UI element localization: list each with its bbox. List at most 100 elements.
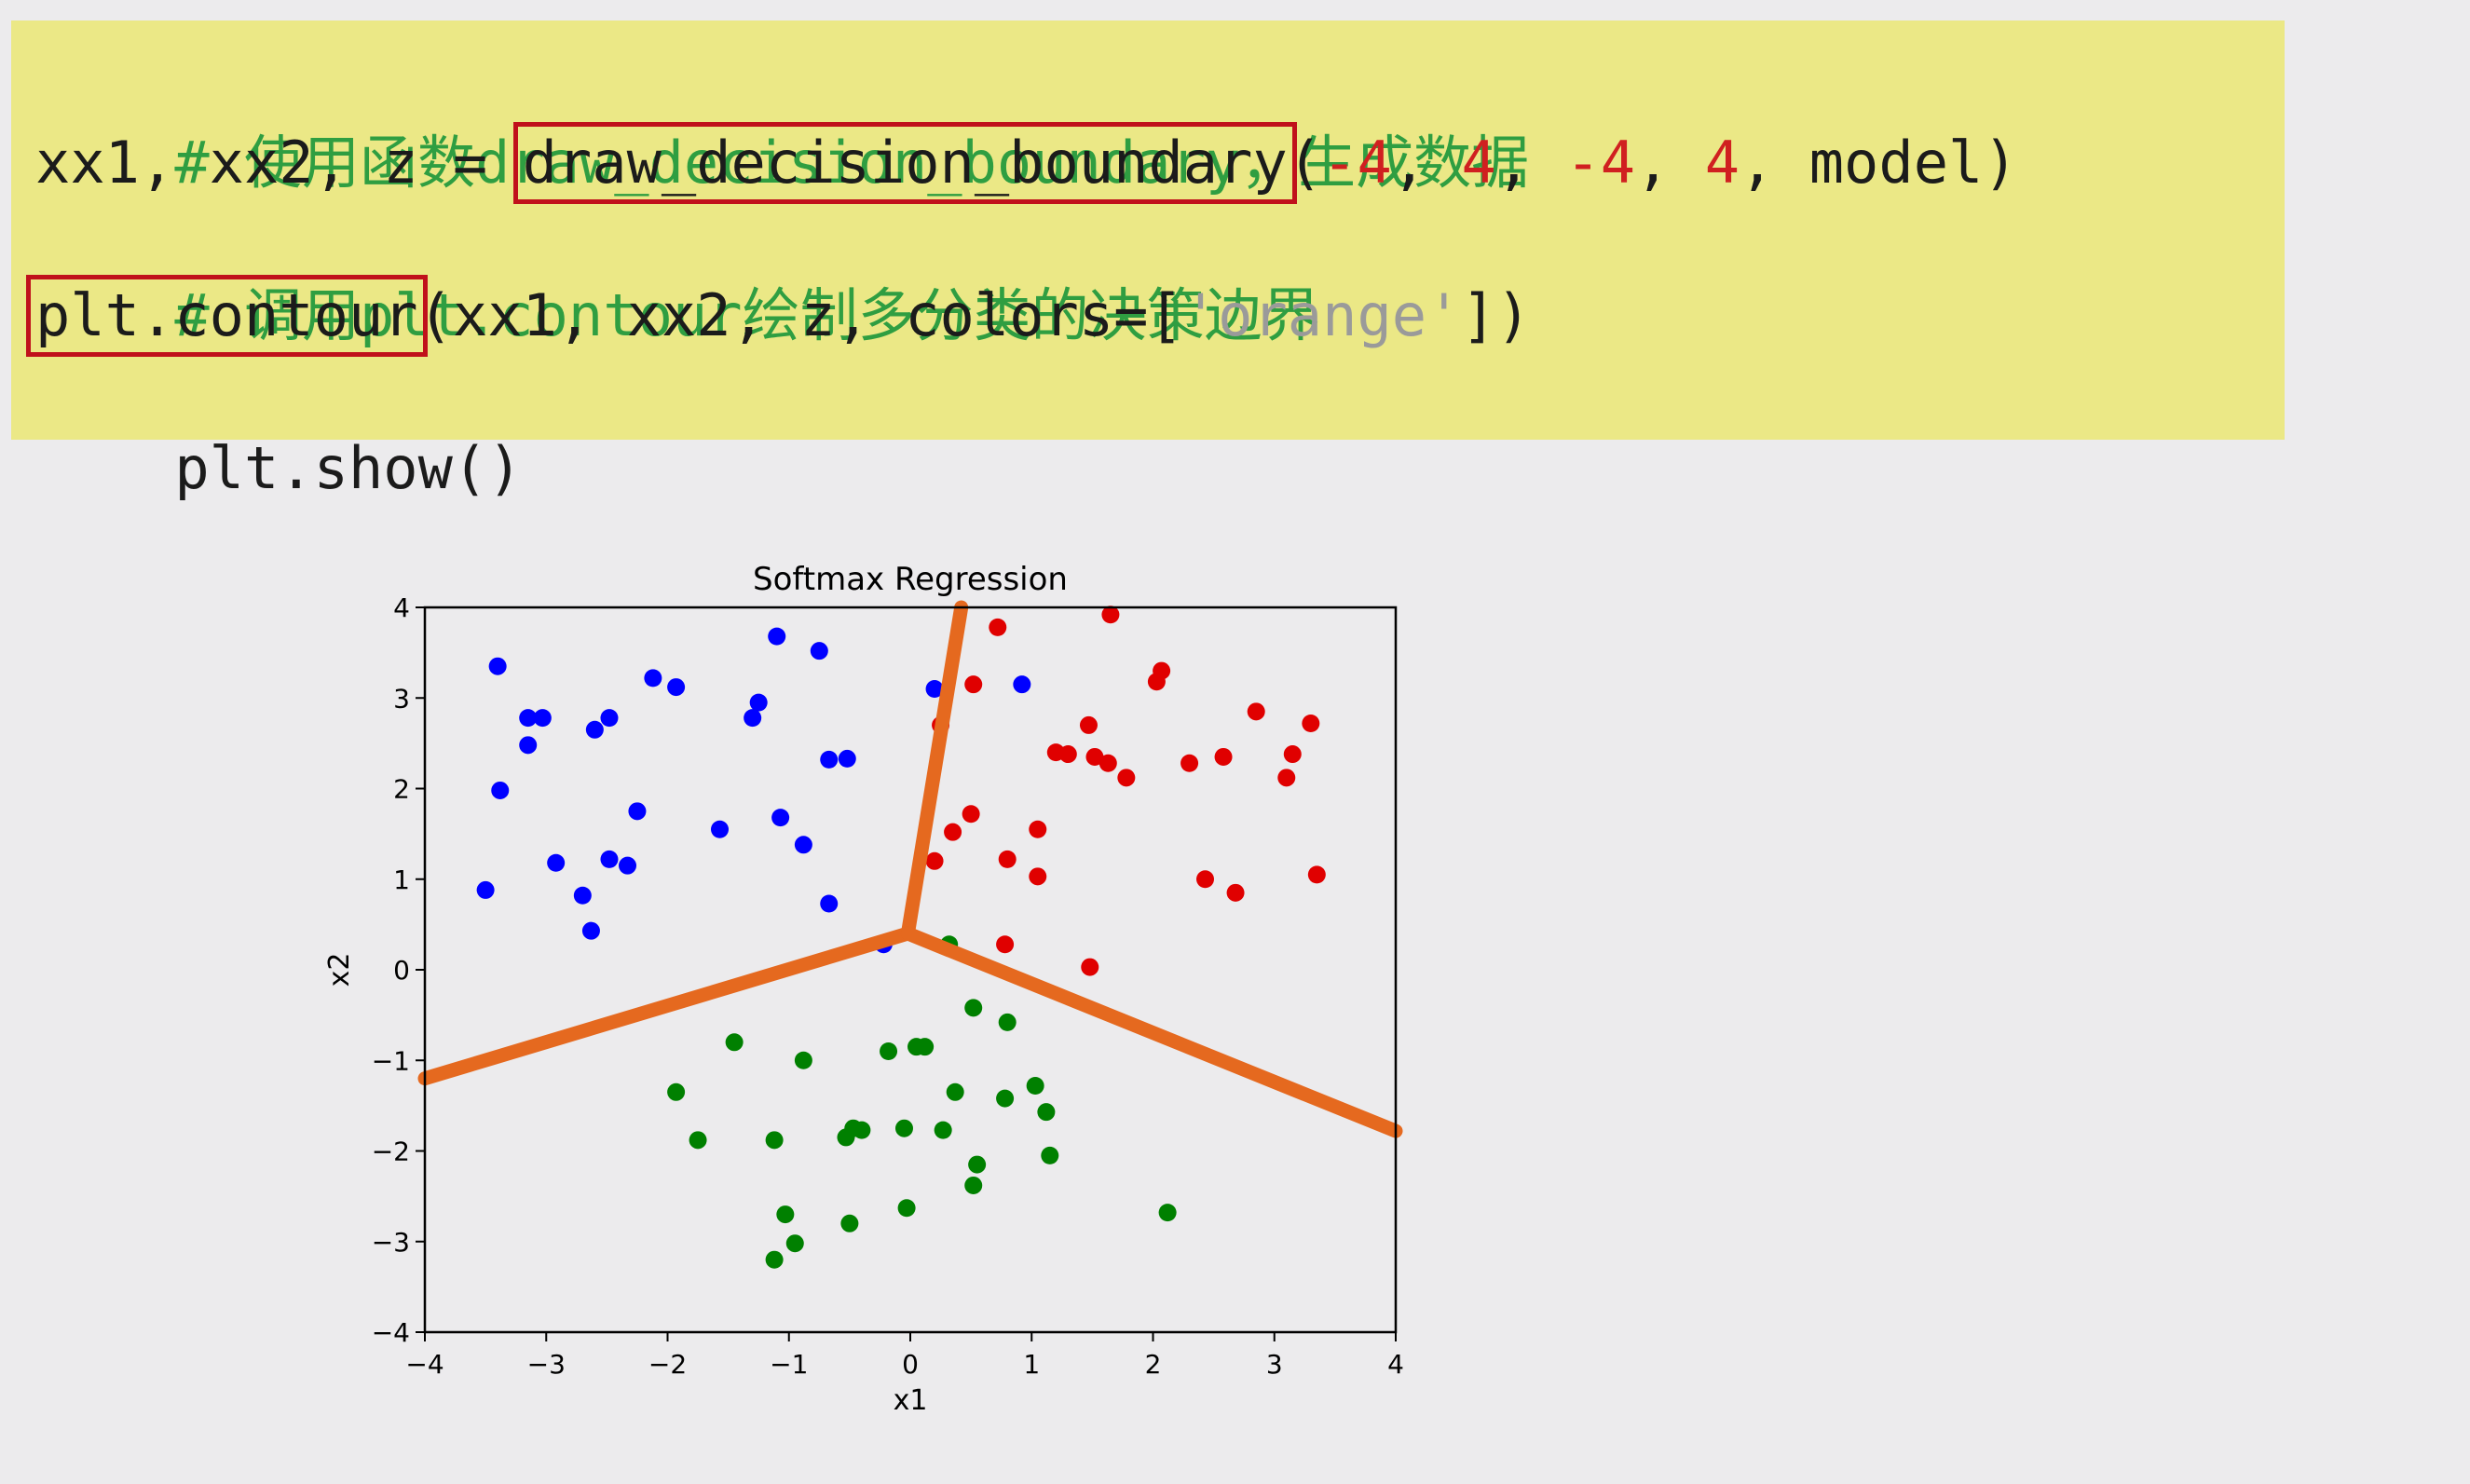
data-point-class-0	[628, 802, 647, 821]
data-point-class-0	[749, 693, 768, 712]
data-point-class-0	[600, 709, 619, 728]
code-line-5: plt.show()	[35, 354, 523, 583]
data-point-class-2	[996, 1089, 1015, 1108]
x-tick-label: −2	[648, 1349, 687, 1380]
data-point-class-2	[880, 1042, 898, 1061]
x-tick-label: 2	[1145, 1349, 1162, 1380]
data-point-class-2	[765, 1131, 784, 1150]
data-point-class-0	[585, 720, 604, 739]
data-point-class-1	[925, 851, 944, 870]
data-point-class-2	[765, 1250, 784, 1269]
data-point-class-0	[794, 836, 812, 854]
data-point-class-1	[1101, 606, 1120, 624]
data-point-class-2	[916, 1038, 935, 1056]
data-point-class-0	[820, 750, 839, 769]
data-point-class-1	[1277, 769, 1296, 787]
data-point-class-0	[491, 781, 510, 799]
y-tick-label: 1	[393, 865, 410, 895]
data-point-class-1	[1099, 754, 1117, 772]
data-point-class-1	[1180, 754, 1199, 772]
data-point-class-1	[1058, 745, 1077, 764]
data-point-class-1	[1085, 747, 1104, 766]
chart-title: Softmax Regression	[753, 561, 1068, 598]
data-point-class-2	[964, 999, 983, 1017]
data-point-class-1	[1226, 883, 1245, 902]
data-point-class-2	[794, 1051, 812, 1069]
data-point-class-0	[533, 709, 552, 728]
data-point-class-2	[667, 1082, 686, 1101]
data-point-class-1	[989, 618, 1007, 636]
data-point-class-2	[1026, 1076, 1044, 1095]
data-point-class-1	[1081, 958, 1099, 976]
code-sep: ,	[1495, 129, 1566, 197]
data-point-class-2	[776, 1205, 795, 1224]
decision-boundary-line	[900, 926, 1403, 1138]
data-point-class-1	[1117, 769, 1136, 787]
code-arg-number: 4	[1461, 129, 1496, 197]
data-point-class-2	[946, 1082, 964, 1101]
data-point-class-2	[934, 1121, 952, 1139]
y-tick-label: 0	[393, 955, 410, 986]
y-tick-label: −4	[372, 1317, 410, 1348]
y-tick-label: 4	[393, 592, 410, 623]
code-tail: , model)	[1740, 129, 2018, 197]
data-point-class-0	[744, 709, 762, 728]
highlight-plt-contour: plt.contour	[26, 275, 428, 357]
data-point-class-2	[1041, 1146, 1059, 1164]
data-point-class-1	[1029, 867, 1047, 886]
data-point-class-2	[1037, 1103, 1056, 1122]
code-show: plt.show()	[174, 434, 523, 502]
x-tick-label: 3	[1266, 1349, 1283, 1380]
data-point-class-0	[771, 809, 790, 827]
x-axis-label: x1	[894, 1384, 928, 1417]
data-point-class-2	[897, 1199, 916, 1218]
y-tick-label: 3	[393, 683, 410, 714]
data-point-class-1	[1302, 714, 1320, 732]
data-point-class-0	[1013, 675, 1031, 694]
code-sep: ,	[1391, 129, 1462, 197]
x-tick-label: −1	[770, 1349, 808, 1380]
data-point-class-0	[820, 894, 839, 913]
code-args: (xx1, xx2, z, colors=[	[417, 281, 1183, 349]
y-tick-label: 2	[393, 774, 410, 805]
data-point-class-1	[944, 823, 962, 841]
data-point-class-2	[840, 1214, 859, 1232]
data-point-class-0	[600, 850, 619, 868]
x-tick-label: 4	[1387, 1349, 1404, 1380]
code-assign: xx1, xx2, z =	[35, 129, 523, 197]
code-line-4: plt.contour(xx1, xx2, z, colors=['orange…	[26, 275, 1532, 357]
code-string: 'orange'	[1182, 281, 1462, 349]
data-point-class-2	[998, 1013, 1017, 1031]
data-point-class-0	[768, 627, 786, 646]
data-point-class-0	[838, 749, 856, 768]
code-arg-number: -4	[1322, 129, 1392, 197]
axis-ticks: −4 −3 −2 −1 0 1 2 3 4 −4 −3 −2 −1 0 1 2 3 4	[372, 592, 1404, 1380]
code-arg-number: 4	[1704, 129, 1740, 197]
data-point-class-1	[1214, 747, 1233, 766]
data-point-class-1	[1307, 865, 1326, 884]
data-point-class-1	[1196, 870, 1215, 889]
data-point-class-0	[619, 856, 637, 875]
x-tick-label: 1	[1023, 1349, 1040, 1380]
data-point-class-2	[725, 1033, 744, 1052]
data-point-class-1	[1247, 702, 1265, 721]
code-close: ])	[1461, 281, 1532, 349]
data-point-class-2	[968, 1155, 987, 1174]
data-point-class-2	[689, 1131, 707, 1150]
x-tick-label: −3	[527, 1349, 566, 1380]
code-comment: # 调用plt.contour绘制多分类的决策边界	[174, 281, 1320, 349]
data-point-class-0	[667, 678, 686, 697]
data-point-class-0	[519, 709, 538, 728]
data-point-class-1	[1079, 715, 1098, 734]
decision-boundary-line	[900, 600, 969, 941]
data-point-class-2	[964, 1176, 983, 1194]
data-point-class-2	[853, 1121, 871, 1139]
code-sep: ,	[1635, 129, 1705, 197]
data-point-class-1	[1283, 745, 1302, 764]
data-point-class-1	[998, 850, 1017, 868]
data-point-class-0	[711, 820, 730, 838]
code-arg-number: -4	[1565, 129, 1636, 197]
data-point-class-0	[573, 886, 592, 905]
data-point-class-0	[547, 853, 566, 872]
